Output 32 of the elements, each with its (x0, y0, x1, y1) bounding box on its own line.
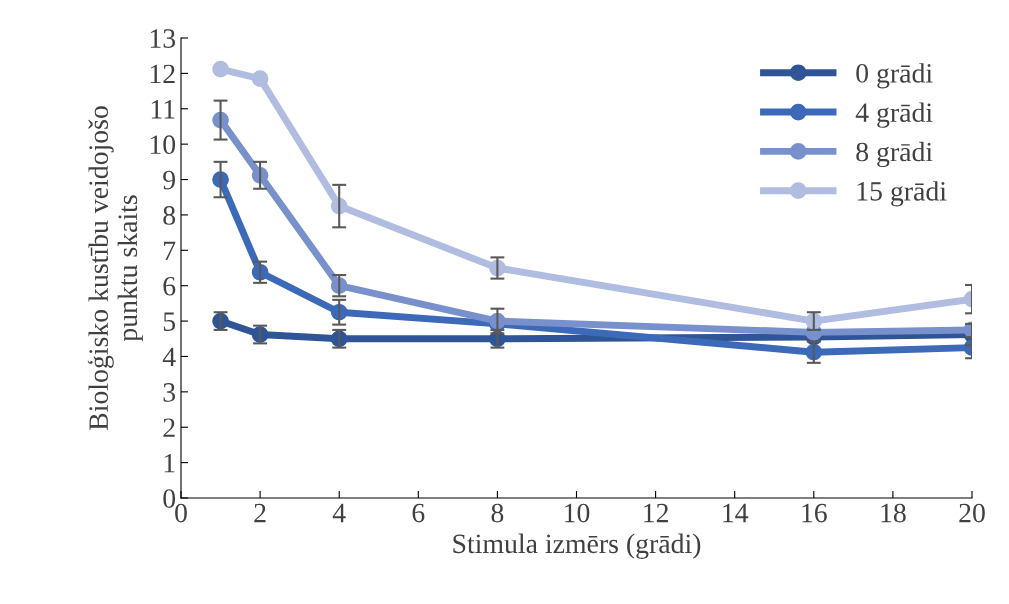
y-tick-label: 9 (163, 170, 175, 190)
legend-label: 0 grādi (856, 63, 933, 89)
y-tick-label: 0 (163, 489, 176, 508)
legend-label: 15 grādi (857, 181, 947, 207)
x-tick-label: 18 (881, 503, 906, 523)
y-tick-label: 3 (163, 383, 176, 402)
y-tick-label: 2 (163, 418, 175, 437)
x-tick-label: 14 (723, 503, 749, 523)
y-tick-label: 1 (164, 453, 175, 473)
point (251, 70, 269, 88)
x-tick-label: 12 (644, 503, 668, 523)
x-tick-label: 2 (254, 503, 266, 523)
x-axis-title: Stimula izmērs (grādi) (453, 533, 701, 559)
y-tick-label: 7 (164, 241, 176, 260)
y-tick-label: 10 (150, 135, 176, 155)
y-tick-label: 13 (150, 29, 176, 48)
y-tick-label: 6 (163, 276, 176, 296)
y-tick-label: 11 (151, 100, 175, 119)
legend-label: 8 grādi (856, 141, 933, 168)
x-tick-label: 20 (959, 503, 985, 523)
y-axis-title: Bioloģisko kustību veidojošo punktu skaits (87, 106, 143, 431)
x-tick-label: 4 (332, 503, 346, 523)
x-tick-label: 6 (412, 503, 425, 523)
x-tick-label: 16 (802, 503, 827, 523)
y-tick-label: 8 (163, 206, 176, 225)
point (212, 60, 229, 78)
y-tick-label: 12 (150, 64, 175, 84)
x-tick-label: 10 (565, 503, 590, 523)
y-tick-label: 4 (162, 347, 176, 367)
x-tick-label: 8 (491, 503, 504, 523)
y-tick-label: 5 (163, 312, 176, 331)
legend-label: 4 grādi (855, 102, 933, 128)
